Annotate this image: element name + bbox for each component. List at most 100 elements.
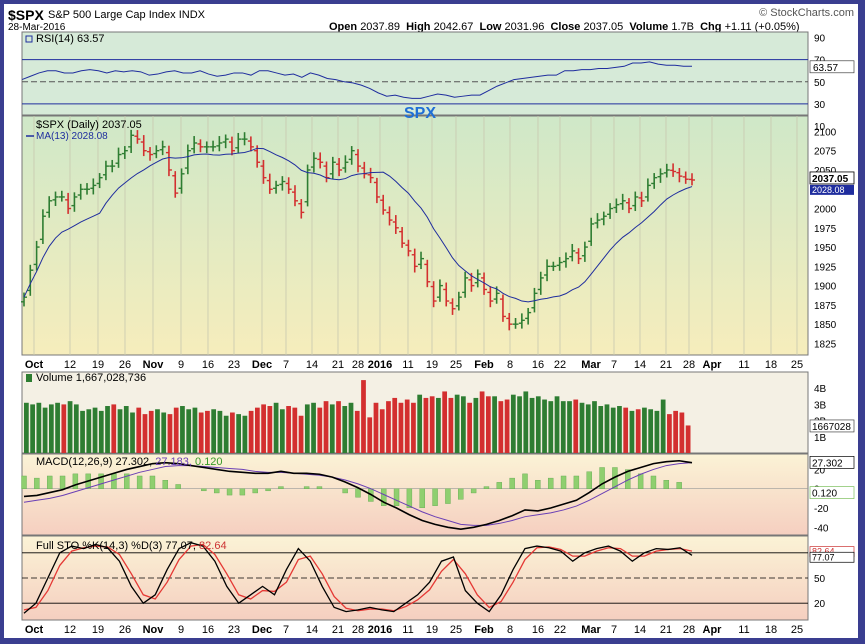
x-axis-bottom-tick-label: 7 xyxy=(283,624,289,636)
macd-value-text: 27.302, xyxy=(115,456,155,468)
x-axis-bottom-tick-label: 8 xyxy=(507,624,513,636)
x-axis-mid-tick-label: Oct xyxy=(25,359,44,371)
macd-histogram-bar xyxy=(201,488,207,492)
volume-bar xyxy=(535,396,541,453)
macd-histogram-bar xyxy=(419,488,425,509)
volume-bar xyxy=(623,407,629,453)
volume-bar xyxy=(617,406,622,453)
symbol-title: $SPX xyxy=(8,7,44,23)
ma-value-box xyxy=(810,184,854,195)
macd-hist-value-box xyxy=(809,486,855,499)
volume-bar xyxy=(67,401,73,453)
ohlc-readout: Open 2037.89 High 2042.67 Low 2031.96 Cl… xyxy=(329,21,800,33)
x-axis-bottom-tick-label: Dec xyxy=(252,624,272,636)
volume-bar xyxy=(386,401,391,453)
x-axis-bottom-tick-label: 21 xyxy=(660,624,672,636)
stochastic-k-line xyxy=(23,542,693,614)
x-axis-bottom-tick-label: Oct xyxy=(25,624,44,636)
macd-panel xyxy=(21,453,809,536)
stochastic-d-text: 82.64 xyxy=(199,540,227,552)
volume-bar xyxy=(242,415,248,453)
volume-tick-label: 3B xyxy=(814,400,827,411)
macd-histogram-bar xyxy=(547,477,554,489)
low-value: 2031.96 xyxy=(504,21,545,33)
macd-histogram-bar xyxy=(432,488,438,506)
macd-signal-line xyxy=(23,462,693,526)
macd-value-box-label: 27.302 xyxy=(812,458,843,469)
volume-label: Volume xyxy=(629,21,669,33)
x-axis-mid-tick-label: 19 xyxy=(426,359,438,371)
volume-bar xyxy=(267,406,273,453)
macd-histogram-bar xyxy=(380,488,387,506)
volume-bar xyxy=(523,391,529,453)
volume-bar xyxy=(105,406,110,453)
rsi-legend-swatch xyxy=(25,35,33,43)
ma13-line xyxy=(23,147,693,303)
stochastic-tick-label: 50 xyxy=(814,574,826,585)
volume-bar xyxy=(367,417,373,453)
macd-histogram-bar xyxy=(72,473,79,489)
volume-bar xyxy=(148,410,154,453)
volume-bar xyxy=(510,394,516,453)
x-axis-mid-tick-label: Feb xyxy=(474,359,494,371)
volume-bar xyxy=(542,399,547,453)
price-tick-label: 2100 xyxy=(814,127,837,138)
volume-bar xyxy=(548,401,554,453)
macd-hist-text: 0.120 xyxy=(195,456,223,468)
rsi-tick-label: 10 xyxy=(814,122,826,133)
volume-bar xyxy=(654,410,660,453)
x-axis-mid-tick-label: 26 xyxy=(119,359,131,371)
open-label: Open xyxy=(329,21,358,33)
volume-bar xyxy=(155,409,160,453)
macd-histogram-bar xyxy=(535,480,541,489)
exchange-label: INDX xyxy=(178,9,205,21)
volume-legend-swatch xyxy=(26,374,32,382)
volume-bar xyxy=(230,412,235,453)
chg-label: Chg xyxy=(700,21,722,33)
x-axis-mid-tick-label: 9 xyxy=(178,359,184,371)
volume-bar xyxy=(392,397,398,453)
volume-bar xyxy=(560,401,566,453)
x-axis-bottom-tick-label: 22 xyxy=(554,624,566,636)
x-axis-bottom-tick-label: 19 xyxy=(426,624,438,636)
x-axis-mid-tick-label: 11 xyxy=(738,359,749,371)
x-axis-bottom-tick-label: 19 xyxy=(92,624,104,636)
macd-histogram-bar xyxy=(650,475,657,489)
volume-bar xyxy=(42,407,48,453)
volume-value-box-label: 1667028 xyxy=(812,422,851,433)
volume-bar xyxy=(329,404,335,453)
price-tick-label: 2050 xyxy=(814,166,837,177)
macd-histogram-bar xyxy=(111,473,117,489)
ma-legend: MA(13) 2028.08 xyxy=(36,131,108,142)
volume-bar xyxy=(130,412,135,453)
rsi-tick-label: 50 xyxy=(814,78,826,89)
volume-bar xyxy=(292,407,298,453)
x-axis-mid-tick-label: 21 xyxy=(660,359,672,371)
volume-bar xyxy=(286,406,291,453)
volume-bar xyxy=(61,404,67,453)
x-axis-mid-tick-label: 14 xyxy=(634,359,646,371)
volume-bar xyxy=(567,401,572,453)
volume-bar xyxy=(98,410,104,453)
rsi-value-box-label: 63.57 xyxy=(813,63,838,74)
volume-bar xyxy=(198,412,204,453)
brand-logo[interactable]: © StockCharts.com xyxy=(759,7,854,19)
x-axis-mid-tick-label: 21 xyxy=(332,359,344,371)
x-axis-bottom-tick-label: 16 xyxy=(532,624,544,636)
volume-bar xyxy=(504,399,510,453)
volume-bar xyxy=(348,402,354,453)
volume-tick-label: 1B xyxy=(814,433,827,444)
x-axis-bottom-tick-label: 21 xyxy=(332,624,344,636)
volume-bar xyxy=(642,407,647,453)
macd-histogram-bar xyxy=(342,488,348,494)
volume-bar xyxy=(517,396,522,453)
close-value: 2037.05 xyxy=(583,21,624,33)
volume-bar xyxy=(236,414,242,453)
rsi-value-box xyxy=(809,60,855,74)
volume-bar xyxy=(648,409,654,453)
macd-value-box xyxy=(809,456,855,469)
volume-bar xyxy=(610,407,616,453)
macd-histogram-bar xyxy=(560,475,567,489)
price-tick-label: 1950 xyxy=(814,243,837,254)
macd-histogram-bar xyxy=(676,482,682,489)
